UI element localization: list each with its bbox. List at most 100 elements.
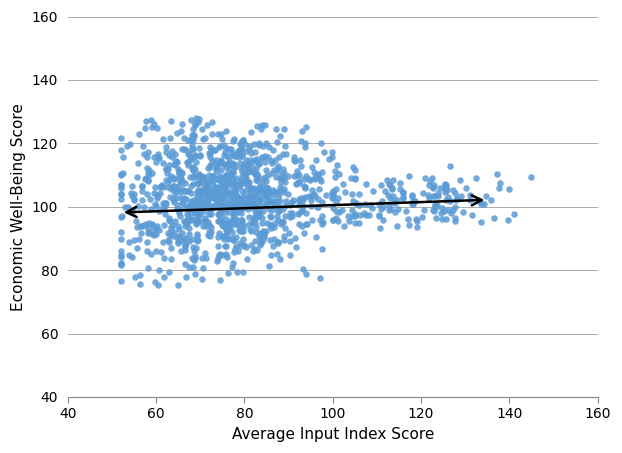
Point — [205, 228, 215, 236]
Point — [262, 192, 272, 199]
Point — [198, 222, 208, 230]
Point — [398, 193, 408, 201]
Point — [410, 198, 420, 205]
Point — [196, 195, 206, 202]
Point — [171, 194, 181, 202]
Point — [219, 222, 229, 229]
Point — [187, 202, 197, 209]
Point — [316, 139, 326, 146]
Point — [284, 209, 294, 217]
Point — [246, 241, 256, 249]
Point — [151, 231, 161, 238]
Point — [429, 181, 439, 188]
Point — [156, 183, 165, 191]
Point — [228, 236, 238, 244]
Point — [183, 158, 193, 165]
Point — [443, 207, 453, 214]
Point — [177, 145, 187, 153]
Point — [440, 182, 450, 189]
Point — [239, 222, 249, 229]
Point — [188, 137, 198, 144]
Point — [234, 227, 244, 235]
Point — [188, 174, 198, 181]
Point — [192, 232, 202, 240]
Point — [299, 183, 309, 190]
Point — [230, 207, 239, 214]
Point — [176, 248, 186, 255]
Point — [160, 165, 170, 173]
Point — [228, 152, 238, 159]
Point — [227, 264, 237, 271]
Point — [195, 145, 205, 152]
Point — [146, 196, 156, 203]
Point — [188, 132, 198, 140]
Point — [189, 247, 199, 255]
Point — [225, 161, 235, 168]
Point — [244, 192, 254, 199]
Point — [404, 221, 414, 228]
Point — [221, 173, 231, 180]
Point — [147, 221, 157, 228]
Point — [269, 236, 279, 243]
Point — [229, 248, 239, 255]
Point — [348, 163, 358, 170]
Point — [219, 204, 229, 212]
Point — [187, 200, 197, 207]
Point — [348, 198, 358, 205]
Point — [238, 136, 248, 144]
Point — [258, 236, 267, 243]
Point — [239, 201, 249, 208]
Point — [213, 233, 223, 241]
Point — [269, 223, 279, 231]
Point — [230, 180, 239, 188]
Point — [256, 202, 266, 210]
Point — [211, 164, 221, 172]
Point — [486, 196, 496, 203]
Point — [264, 206, 274, 213]
Point — [198, 173, 208, 180]
Point — [215, 183, 225, 190]
Point — [223, 159, 233, 167]
Point — [266, 213, 276, 221]
Point — [233, 148, 243, 155]
Point — [315, 178, 325, 185]
Point — [297, 128, 307, 135]
Point — [239, 176, 249, 183]
Point — [246, 196, 256, 203]
Point — [153, 151, 163, 158]
Point — [445, 198, 455, 205]
Point — [374, 212, 384, 219]
Point — [131, 217, 141, 225]
Point — [170, 217, 180, 225]
Point — [235, 201, 245, 208]
Point — [230, 188, 240, 195]
Point — [254, 140, 264, 147]
Point — [407, 193, 417, 200]
Point — [188, 131, 198, 139]
Point — [251, 171, 261, 178]
Point — [197, 178, 207, 186]
Point — [186, 116, 196, 124]
Point — [334, 208, 344, 216]
Point — [243, 169, 253, 176]
Point — [181, 234, 191, 241]
Point — [272, 139, 282, 146]
Point — [159, 273, 169, 280]
Point — [215, 276, 225, 284]
Point — [146, 116, 156, 123]
Point — [194, 211, 204, 218]
Point — [238, 197, 248, 204]
Point — [161, 166, 171, 173]
Point — [289, 153, 299, 160]
Point — [251, 149, 261, 156]
Point — [242, 200, 252, 207]
Point — [294, 179, 304, 186]
Point — [229, 163, 239, 170]
Point — [211, 157, 221, 164]
Point — [254, 191, 264, 198]
Point — [180, 204, 190, 212]
Point — [223, 208, 233, 216]
Point — [221, 171, 231, 178]
Point — [233, 151, 243, 158]
Point — [135, 222, 145, 229]
